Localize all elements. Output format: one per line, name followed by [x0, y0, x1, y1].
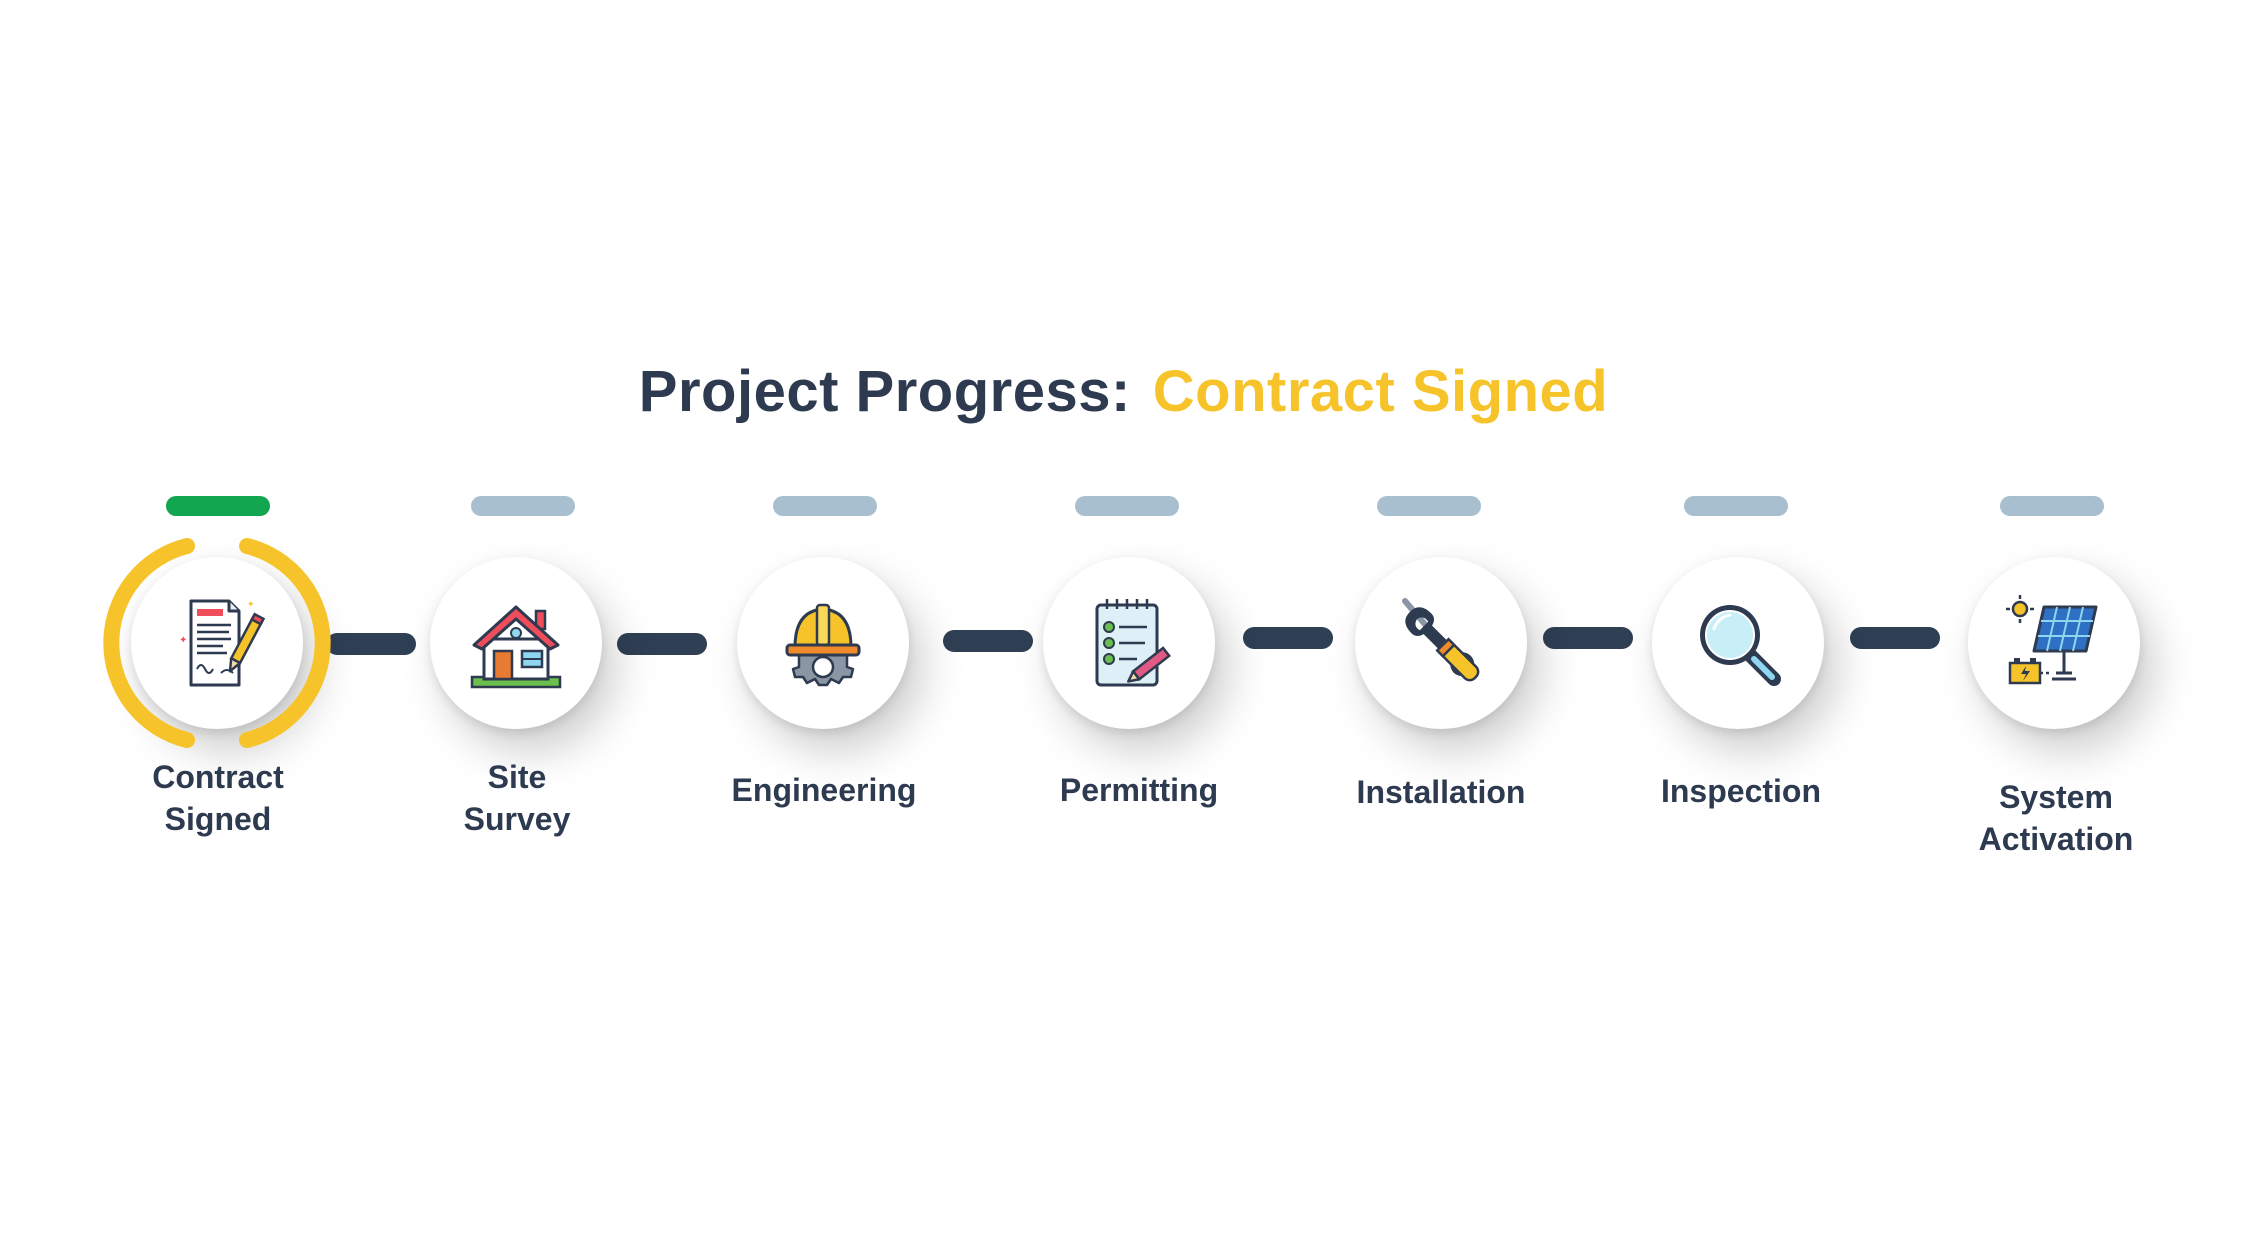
step-engineering[interactable]	[737, 557, 909, 729]
step-label-permitting: Permitting	[999, 769, 1279, 811]
step-progress-bar-installation	[1377, 496, 1481, 516]
step-label-line: Activation	[1978, 821, 2134, 857]
step-label-site-survey: Site Survey	[377, 756, 657, 840]
contract-icon: ✦ ✦	[179, 599, 266, 687]
connector-5	[1543, 627, 1633, 649]
step-contract-signed[interactable]: ✦ ✦	[103, 538, 331, 748]
step-label-line: Contract	[152, 759, 284, 795]
solar-panel-icon	[2006, 595, 2098, 685]
magnifier-icon	[1700, 605, 1781, 686]
connector-6	[1850, 627, 1940, 649]
step-inspection[interactable]	[1652, 557, 1824, 729]
step-progress-bar-permitting	[1075, 496, 1179, 516]
step-progress-bar-survey	[471, 496, 575, 516]
page-title: Project Progress: Contract Signed	[0, 352, 2247, 432]
step-label-line: Signed	[164, 801, 272, 837]
connector-1	[326, 633, 416, 655]
step-site-survey[interactable]	[430, 557, 602, 729]
connector-4	[1243, 627, 1333, 649]
title-prefix: Project Progress:	[638, 359, 1131, 424]
step-label-line: System	[1999, 779, 2113, 815]
step-label-line: Permitting	[1059, 772, 1219, 808]
checklist-icon	[1095, 599, 1171, 687]
step-progress-bar-activation	[2000, 496, 2104, 516]
step-label-installation: Installation	[1301, 771, 1581, 813]
connector-2	[617, 633, 707, 655]
connector-3	[943, 630, 1033, 652]
step-label-line: Installation	[1356, 774, 1526, 810]
hardhat-gear-icon	[785, 603, 861, 687]
current-status: Contract Signed	[1152, 359, 1609, 424]
step-label-line: Site	[487, 759, 547, 795]
step-label-line: Inspection	[1660, 773, 1821, 809]
step-progress-bar-engineering	[773, 496, 877, 516]
step-progress-bar-contract	[166, 496, 270, 516]
step-label-system-activation: System Activation	[1916, 776, 2196, 860]
svg-text:✦: ✦	[179, 635, 187, 646]
active-step-ring	[103, 538, 331, 748]
step-label-line: Survey	[463, 801, 571, 837]
wrench-screwdriver-icon	[1402, 598, 1480, 682]
step-installation[interactable]	[1355, 557, 1527, 729]
step-label-inspection: Inspection	[1601, 770, 1881, 812]
house-icon	[470, 605, 562, 689]
step-progress-bar-inspection	[1684, 496, 1788, 516]
step-label-engineering: Engineering	[684, 769, 964, 811]
step-label-line: Engineering	[731, 772, 917, 808]
svg-text:✦: ✦	[247, 599, 255, 609]
step-label-contract-signed: Contract Signed	[78, 756, 358, 840]
step-system-activation[interactable]	[1968, 557, 2140, 729]
step-permitting[interactable]	[1043, 557, 1215, 729]
